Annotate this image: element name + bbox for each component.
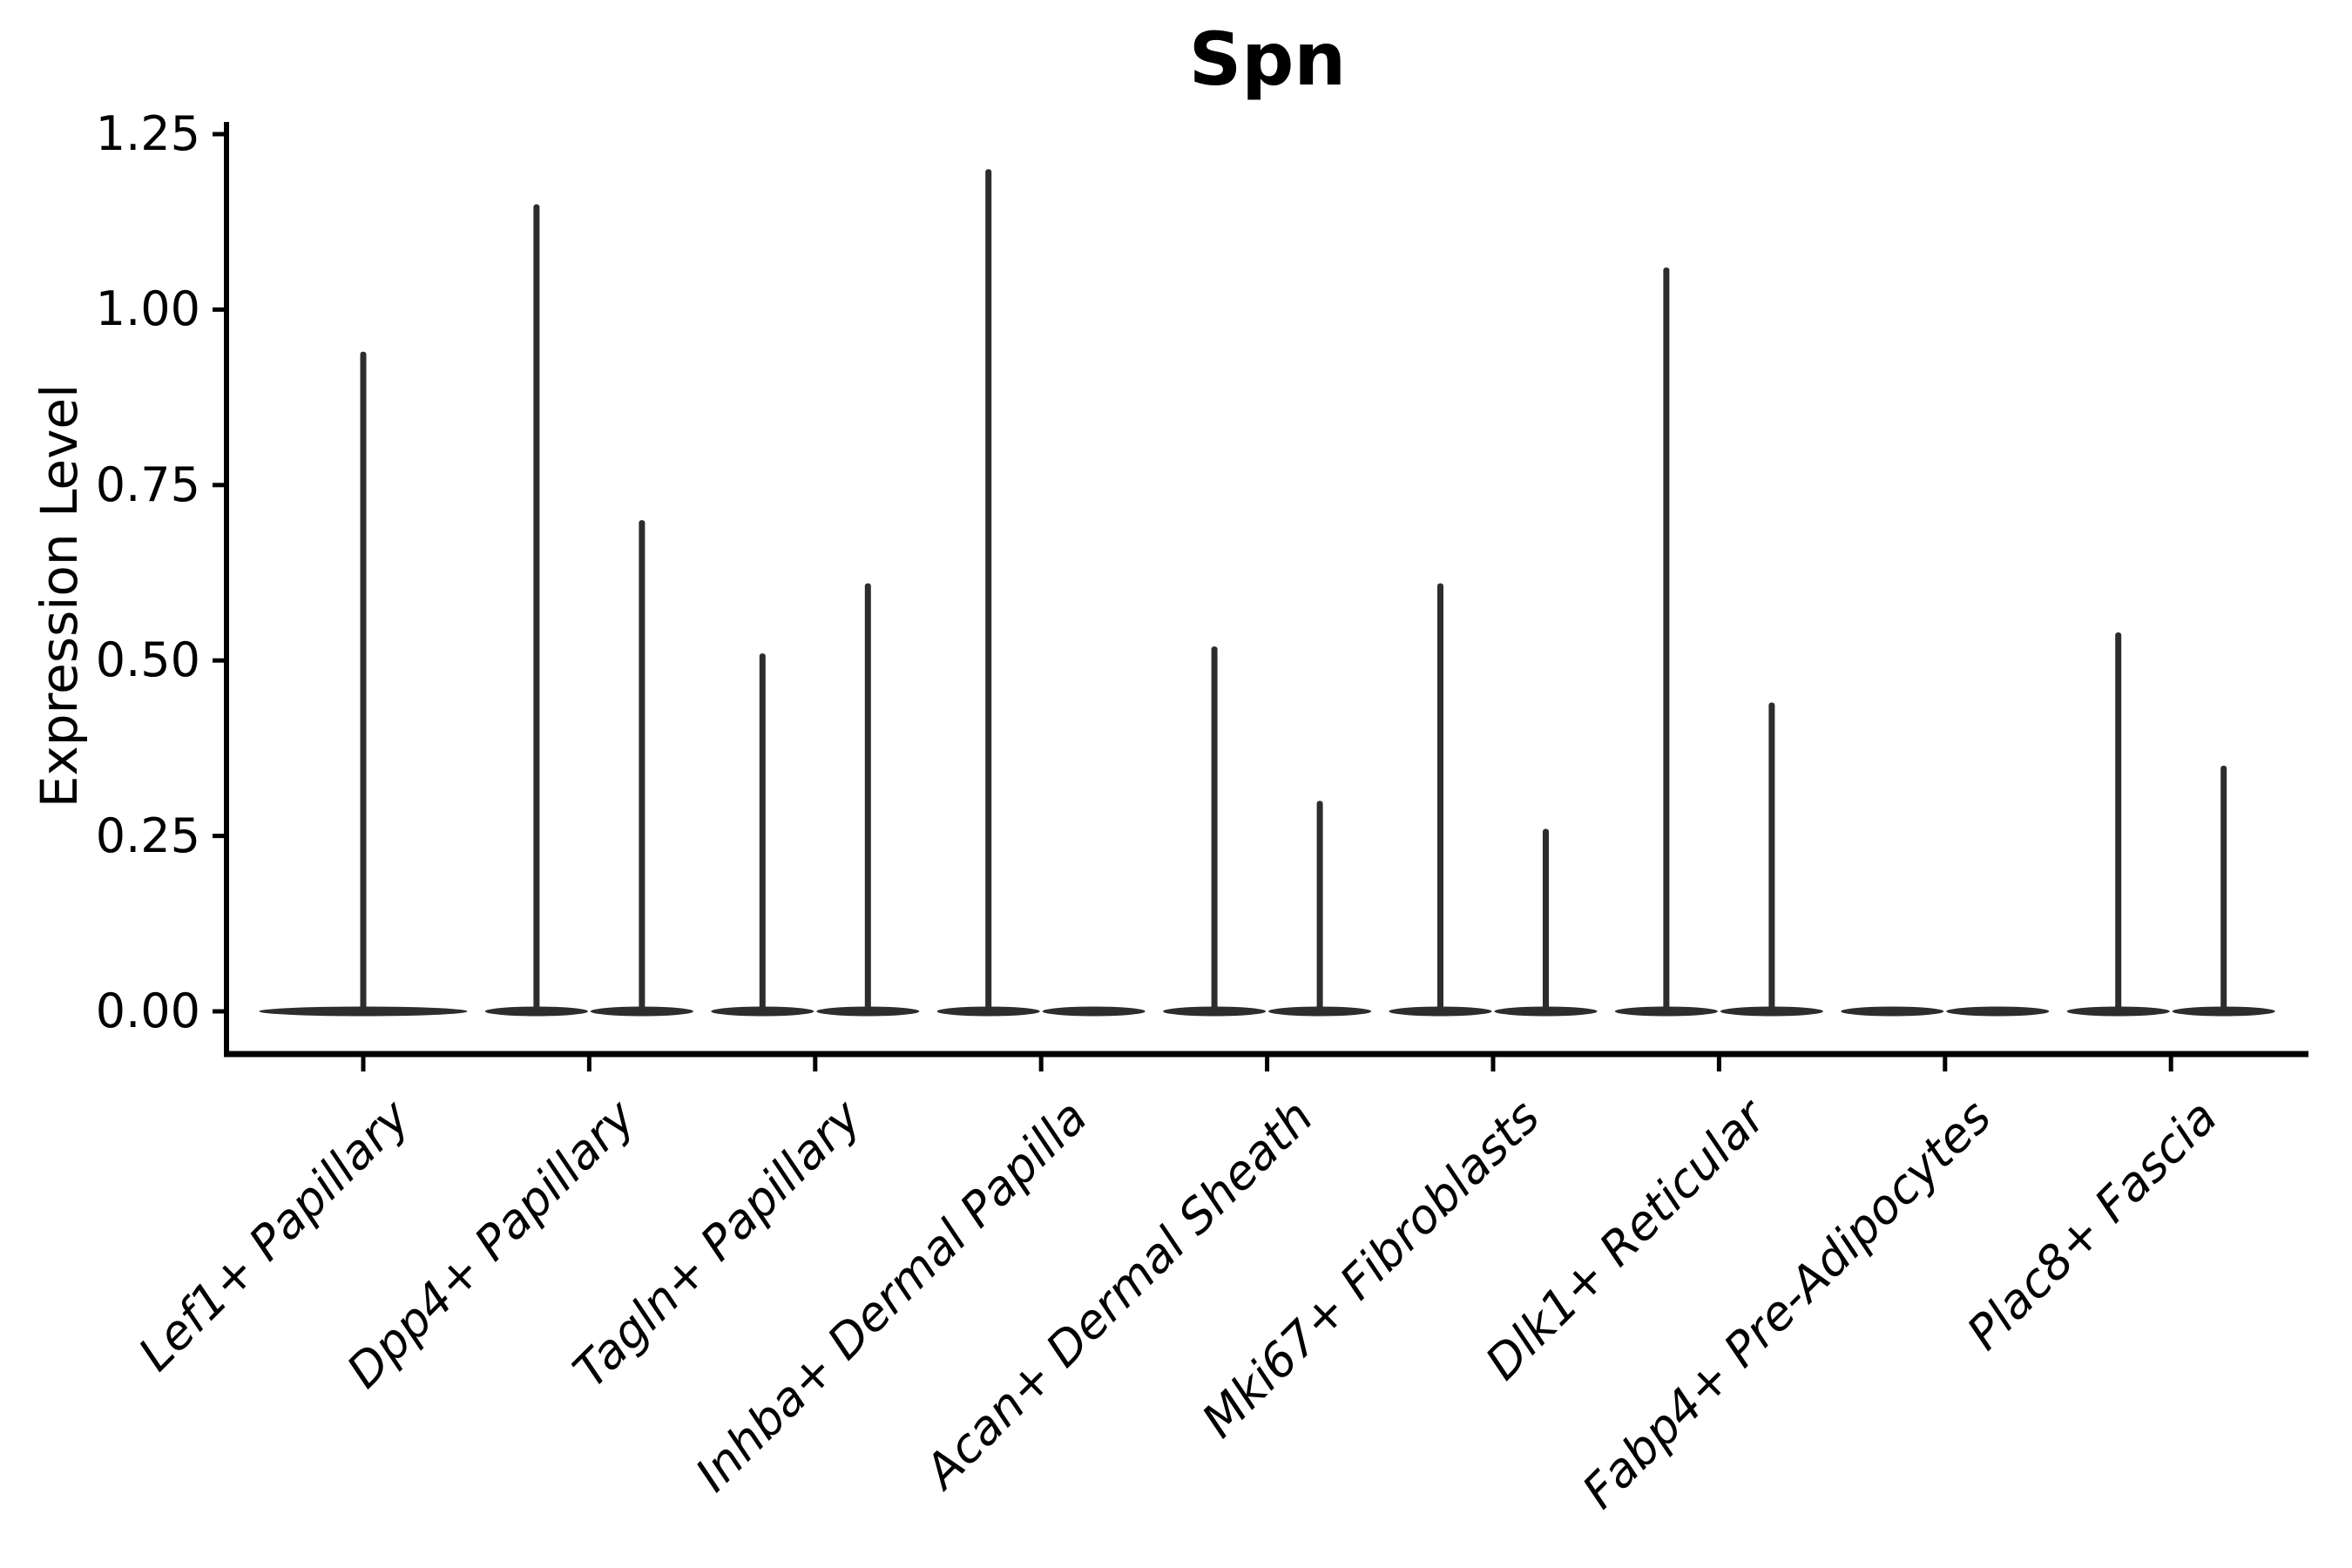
y-tick-label: 0.25 <box>95 808 200 863</box>
violin-spike <box>2220 766 2227 1011</box>
violin-spike <box>533 204 540 1011</box>
violin-spike <box>1663 267 1670 1012</box>
violin-spike <box>2115 632 2122 1011</box>
violin-spike <box>985 169 992 1011</box>
violin-base <box>1042 1006 1146 1017</box>
violin-base <box>1841 1006 1944 1017</box>
violin-spike <box>639 520 645 1011</box>
y-tick-label: 1.00 <box>95 281 200 337</box>
violin-spike <box>1543 828 1549 1011</box>
violin-spike <box>1211 646 1218 1011</box>
violin-spike <box>1768 702 1775 1011</box>
y-tick-label: 0.50 <box>95 632 200 688</box>
violin-spike <box>864 583 871 1011</box>
chart-title: Spn <box>1188 17 1347 102</box>
y-tick-label: 1.25 <box>95 106 200 161</box>
violin-base <box>1946 1006 2050 1017</box>
y-tick-label: 0.75 <box>95 456 200 512</box>
y-tick-label: 0.00 <box>95 983 200 1038</box>
violin-spike <box>1437 583 1443 1011</box>
violin-spike <box>360 351 367 1012</box>
violin-spike <box>759 653 766 1011</box>
violin-spike <box>1316 801 1323 1011</box>
